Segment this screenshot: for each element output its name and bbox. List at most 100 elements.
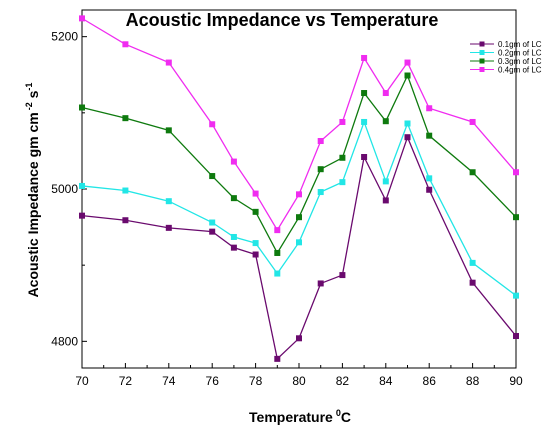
- series-line: [81, 73, 517, 255]
- chart-title: Acoustic Impedance vs Temperature: [126, 10, 439, 30]
- data-point: [79, 182, 85, 189]
- y-tick-label: 5200: [51, 30, 78, 44]
- data-point: [513, 333, 519, 340]
- data-point: [165, 224, 172, 231]
- legend-label: 0.1gm of LC: [498, 40, 542, 49]
- x-tick-label: 86: [423, 374, 437, 388]
- series-1: [79, 134, 519, 362]
- legend-marker: [479, 50, 485, 55]
- data-point: [209, 228, 216, 235]
- data-point: [296, 239, 302, 246]
- legend: 0.1gm of LC0.2gm of LC0.3gm of LC0.4gm o…: [470, 40, 542, 75]
- series-3: [79, 72, 519, 256]
- data-point: [209, 219, 216, 226]
- legend-item: 0.3gm of LC: [470, 57, 542, 66]
- data-point: [296, 214, 302, 221]
- data-point: [469, 259, 476, 266]
- legend-label: 0.4gm of LC: [498, 66, 542, 75]
- series-layer: [79, 15, 519, 362]
- data-point: [404, 134, 411, 141]
- data-point: [79, 15, 85, 22]
- legend-marker: [479, 41, 485, 47]
- data-point: [469, 169, 476, 176]
- data-point: [339, 272, 346, 279]
- data-point: [339, 118, 346, 125]
- series-2: [79, 118, 519, 299]
- data-point: [274, 249, 281, 256]
- data-point: [165, 59, 172, 66]
- x-tick-label: 70: [75, 374, 89, 388]
- data-point: [122, 41, 129, 48]
- x-axis-label: Temperature 0C: [249, 408, 351, 425]
- data-point: [230, 233, 237, 240]
- data-point: [317, 189, 324, 196]
- data-point: [426, 175, 433, 182]
- x-tick-label: 80: [292, 374, 306, 388]
- data-point: [317, 138, 324, 145]
- y-axis: 4800 5000 5200: [51, 30, 87, 348]
- data-point: [361, 90, 368, 97]
- x-tick-label: 76: [206, 374, 220, 388]
- data-point: [296, 335, 302, 342]
- data-point: [274, 227, 281, 234]
- x-tick-label: 90: [509, 374, 523, 388]
- series-line: [81, 120, 517, 297]
- data-point: [404, 72, 411, 79]
- x-tick-label: 82: [336, 374, 350, 388]
- legend-item: 0.1gm of LC: [470, 40, 542, 49]
- data-point: [274, 270, 281, 277]
- x-tick-label: 88: [466, 374, 480, 388]
- data-point: [230, 158, 237, 165]
- data-point: [426, 132, 433, 139]
- data-point: [513, 169, 519, 176]
- legend-label: 0.3gm of LC: [498, 57, 542, 66]
- data-point: [382, 118, 389, 125]
- data-point: [165, 127, 172, 134]
- series-line: [81, 135, 517, 361]
- data-point: [274, 355, 281, 362]
- data-point: [339, 154, 346, 161]
- data-point: [296, 191, 302, 198]
- data-point: [252, 251, 259, 258]
- x-tick-label: 74: [162, 374, 176, 388]
- x-tick-label: 78: [249, 374, 263, 388]
- data-point: [361, 54, 368, 61]
- data-point: [165, 198, 172, 205]
- data-point: [382, 178, 389, 185]
- data-point: [317, 280, 324, 287]
- y-tick-label: 5000: [51, 182, 78, 196]
- legend-item: 0.4gm of LC: [470, 66, 542, 75]
- data-point: [252, 190, 259, 197]
- data-point: [209, 121, 216, 128]
- data-point: [404, 59, 411, 66]
- plot-frame: [81, 9, 517, 369]
- data-point: [513, 214, 519, 221]
- data-point: [513, 292, 519, 299]
- data-point: [230, 195, 237, 202]
- data-point: [469, 118, 476, 125]
- data-point: [404, 120, 411, 127]
- data-point: [252, 240, 259, 247]
- data-point: [317, 166, 324, 173]
- data-point: [230, 244, 237, 251]
- data-point: [382, 197, 389, 204]
- data-point: [361, 154, 368, 161]
- data-point: [209, 173, 216, 180]
- data-point: [339, 179, 346, 186]
- data-point: [79, 212, 85, 219]
- data-point: [361, 118, 368, 125]
- series-4: [79, 15, 519, 234]
- x-tick-label: 84: [379, 374, 393, 388]
- y-tick-label: 4800: [51, 334, 78, 348]
- legend-marker: [479, 58, 485, 64]
- data-point: [122, 187, 129, 194]
- data-point: [382, 90, 389, 97]
- data-point: [426, 186, 433, 193]
- legend-label: 0.2gm of LC: [498, 49, 542, 58]
- series-line: [81, 17, 517, 232]
- data-point: [79, 104, 85, 111]
- data-point: [426, 105, 433, 112]
- legend-marker: [479, 67, 485, 72]
- data-point: [252, 208, 259, 215]
